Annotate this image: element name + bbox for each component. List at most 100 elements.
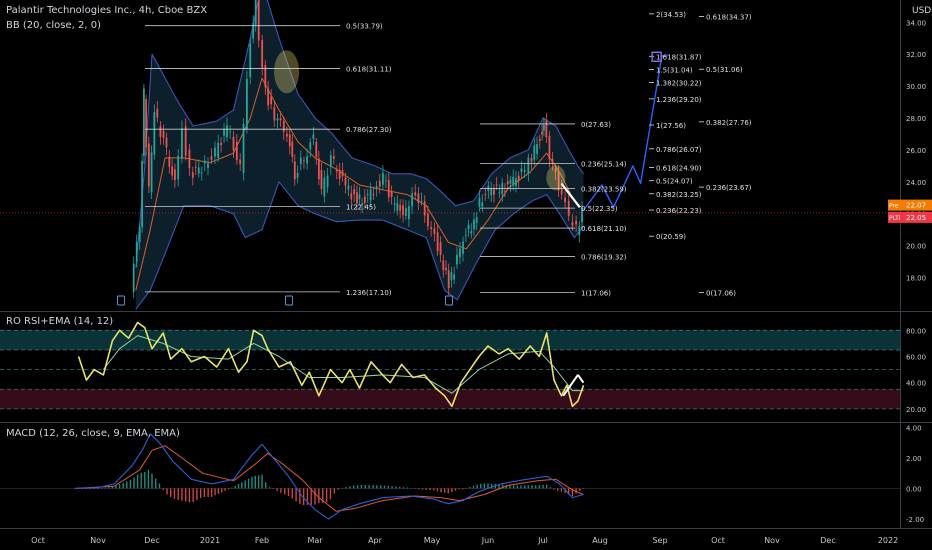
macd-hist-bar — [237, 484, 240, 489]
price-candle — [554, 168, 557, 173]
fib-level-label: 0.236(23.67) — [706, 184, 752, 192]
macd-hist-bar — [97, 488, 99, 489]
price-candle — [299, 157, 302, 165]
price-candle — [372, 194, 375, 196]
price-candle — [200, 172, 203, 174]
price-candle — [543, 125, 545, 131]
price-candle — [270, 96, 273, 105]
macd-hist-bar — [571, 488, 574, 497]
price-candle — [317, 158, 320, 180]
fib-level-label: 0.382(23.59) — [581, 185, 627, 193]
macd-hist-bar — [173, 488, 176, 499]
time-axis-tick: Jul — [537, 536, 548, 545]
macd-hist-bar — [505, 485, 508, 489]
rsi-axis-tick: 80.00 — [906, 327, 926, 335]
macd-hist-bar — [111, 486, 114, 489]
price-candle — [493, 188, 495, 195]
fib-level-label: 1.5(31.04) — [656, 67, 693, 75]
fib-level-label: 1.382(30.22) — [656, 80, 702, 88]
fib-level-label: 0.5(33.79) — [346, 23, 383, 31]
macd-hist-bar — [217, 488, 220, 494]
time-axis-tick: 2021 — [200, 536, 220, 545]
macd-hist-bar — [579, 488, 581, 491]
macd-hist-bar — [118, 484, 121, 489]
time-axis-tick: Dec — [144, 536, 159, 545]
price-candle — [293, 161, 296, 180]
price-candle — [484, 194, 487, 195]
fib-level-label: 1.618(31.87) — [656, 53, 702, 61]
macd-hist-bar — [454, 488, 457, 491]
price-candle — [239, 159, 242, 164]
price-candle — [181, 128, 183, 159]
macd-hist-bar — [436, 488, 439, 492]
price-candle — [188, 149, 191, 169]
price-candle — [347, 185, 350, 190]
price-candle — [378, 180, 381, 187]
macd-hist-bar — [443, 488, 446, 493]
price-candle — [291, 141, 294, 158]
rsi-pane-label: RO RSI+EMA (14, 12) — [6, 316, 113, 327]
price-candle — [171, 166, 174, 176]
macd-hist-bar — [542, 484, 544, 489]
fib-level-label: 0.382(23.25) — [656, 191, 702, 199]
price-candle — [417, 193, 420, 203]
price-candle — [369, 189, 372, 201]
macd-hist-bar — [568, 488, 570, 495]
macd-hist-bar — [177, 488, 179, 500]
macd-hist-bar — [251, 476, 253, 489]
price-candle — [366, 194, 369, 196]
fib-level-label: 0.786(26.07) — [656, 146, 702, 154]
time-axis-tick: Aug — [592, 536, 608, 545]
macd-hist-bar — [353, 485, 355, 489]
macd-hist-bar — [429, 488, 431, 491]
macd-hist-bar — [104, 487, 106, 489]
price-candle — [575, 220, 577, 225]
macd-hist-bar — [122, 482, 124, 489]
time-axis-tick: Oct — [711, 536, 725, 545]
macd-hist-bar — [221, 488, 223, 493]
macd-hist-bar — [440, 488, 442, 493]
price-candle — [420, 200, 423, 202]
macd-hist-bar — [244, 480, 246, 489]
macd-hist-bar — [421, 488, 424, 490]
fib-level-label: 0.236(25.14) — [581, 161, 627, 169]
price-tag-name: Pre — [889, 203, 899, 210]
fib-level-label: 0.618(24.90) — [656, 164, 702, 172]
price-axis-tick: 18.00 — [906, 275, 926, 283]
macd-hist-bar — [299, 488, 301, 504]
macd-hist-bar — [545, 484, 548, 489]
price-candle — [467, 224, 470, 230]
macd-hist-bar — [261, 474, 263, 489]
macd-hist-bar — [433, 488, 435, 491]
macd-axis-tick: 0.00 — [906, 485, 922, 493]
macd-hist-bar — [318, 488, 320, 504]
macd-hist-bar — [469, 486, 471, 489]
price-candle — [564, 197, 566, 203]
price-candle — [533, 145, 536, 160]
macd-hist-bar — [158, 483, 161, 489]
price-candle — [288, 134, 291, 147]
price-tag-bg — [900, 211, 932, 223]
price-candle — [462, 241, 464, 254]
price-candle — [229, 131, 232, 133]
macd-hist-bar — [241, 482, 243, 489]
macd-hist-bar — [192, 488, 194, 502]
macd-hist-bar — [418, 488, 420, 490]
macd-hist-bar — [257, 475, 260, 489]
price-candle — [150, 152, 153, 193]
rsi-axis-tick: 60.00 — [906, 354, 926, 362]
price-candle — [246, 78, 248, 129]
price-candle — [423, 201, 426, 216]
price-candle — [481, 202, 484, 207]
price-candle — [312, 134, 315, 139]
price-candle — [344, 177, 347, 186]
price-candle — [515, 178, 517, 187]
macd-hist-bar — [181, 488, 183, 501]
macd-hist-bar — [564, 488, 566, 493]
rsi-trend-stroke — [562, 374, 579, 397]
price-candle — [538, 139, 541, 141]
time-axis-tick: Dec — [820, 536, 835, 545]
macd-hist-bar — [341, 487, 343, 489]
price-candle — [358, 194, 361, 200]
